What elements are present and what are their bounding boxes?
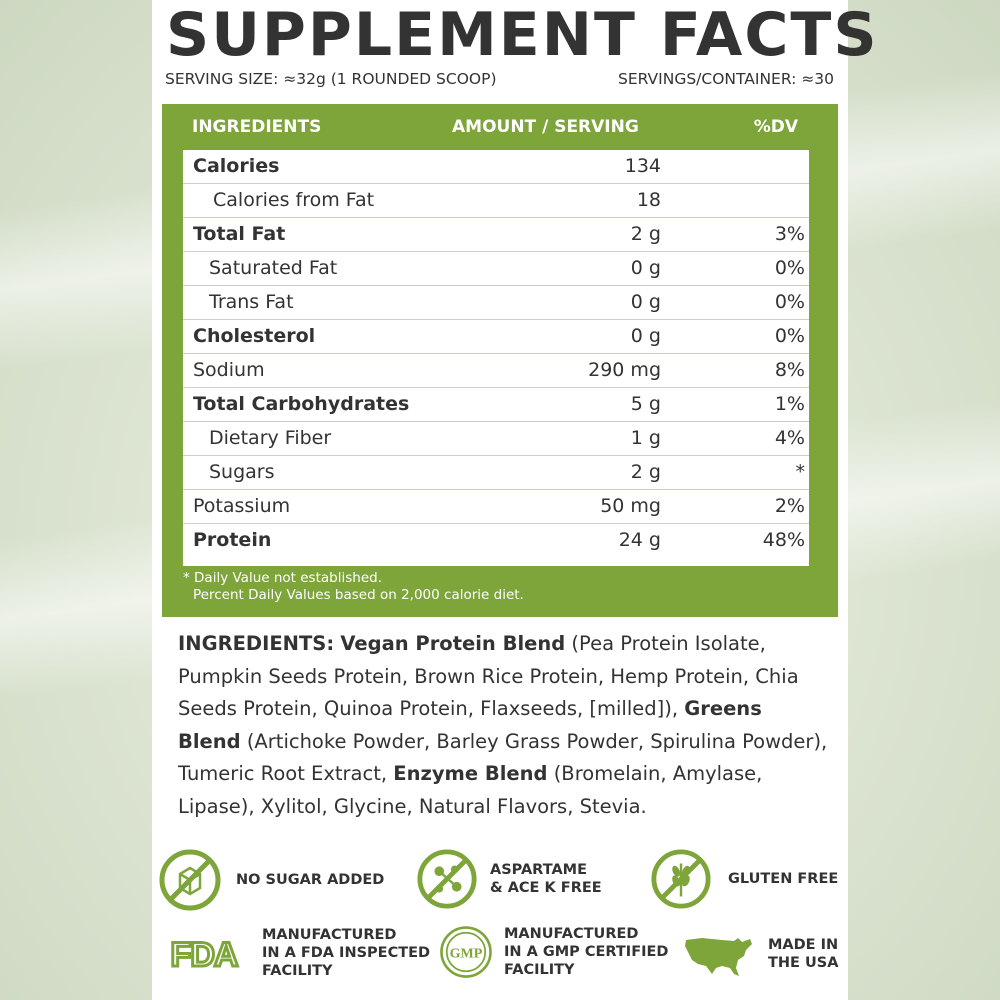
row-amount: 24 g <box>618 529 661 551</box>
header-ingredients: INGREDIENTS <box>192 117 322 137</box>
row-dv: * <box>795 461 806 483</box>
row-amount: 0 g <box>630 291 661 313</box>
badge-fda-line1: MANUFACTURED <box>262 927 397 943</box>
table-row: Total Carbohydrates 5 g 1% <box>183 388 809 422</box>
header-dv: %DV <box>753 117 798 137</box>
greens-blend-name: Greens Blend <box>178 697 762 753</box>
row-dv: 2% <box>774 495 805 517</box>
table-row: Sodium 290 mg 8% <box>183 354 809 388</box>
table-row: Calories 134 <box>183 150 809 184</box>
table-row: Dietary Fiber 1 g 4% <box>183 422 809 456</box>
header-amount: AMOUNT / SERVING <box>452 117 639 137</box>
supplement-panel: SUPPLEMENT FACTS SERVING SIZE: ≈32g (1 R… <box>152 0 879 1000</box>
row-amount: 2 g <box>630 223 661 245</box>
ingredients-paragraph: INGREDIENTS: Vegan Protein Blend (Pea Pr… <box>178 628 828 823</box>
enzyme-blend-items: (Bromelain, Amylase, Lipase), Xylitol, G… <box>178 762 763 818</box>
row-dv: 0% <box>774 291 805 313</box>
usa-map-icon <box>685 938 752 976</box>
table-row: Protein 24 g 48% <box>183 524 809 558</box>
badge-aspartame: ASPARTAME & ACE K FREE <box>416 848 602 910</box>
row-amount: 0 g <box>630 325 661 347</box>
row-name: Total Carbohydrates <box>193 393 410 415</box>
badge-made-in-usa: MADE IN THE USA <box>682 930 838 978</box>
footnote-daily-value: * Daily Value not established. <box>183 570 382 586</box>
table-row: Calories from Fat 18 <box>183 184 809 218</box>
badge-aspartame-line2: & ACE K FREE <box>490 880 602 896</box>
no-aspartame-icon <box>417 849 477 909</box>
badge-usa-line2: THE USA <box>768 955 839 971</box>
badge-aspartame-line1: ASPARTAME <box>490 862 588 878</box>
badge-fda: FDA MANUFACTURED IN A FDA INSPECTED FACI… <box>164 926 430 980</box>
table-footnote: * Daily Value not established. Percent D… <box>183 570 524 604</box>
footnote-percent-daily: Percent Daily Values based on 2,000 calo… <box>193 587 524 603</box>
row-amount: 50 mg <box>600 495 661 517</box>
no-sugar-icon <box>159 849 221 911</box>
row-name: Cholesterol <box>193 325 316 347</box>
table-row: Sugars 2 g * <box>183 456 809 490</box>
page-title: SUPPLEMENT FACTS <box>166 0 879 70</box>
greens-blend-items: (Artichoke Powder, Barley Grass Powder, … <box>178 729 828 786</box>
row-name: Trans Fat <box>209 291 294 313</box>
vegan-protein-blend-items: (Pea Protein Isolate, Pumpkin Seeds Prot… <box>178 632 799 720</box>
table-row: Cholesterol 0 g 0% <box>183 320 809 354</box>
svg-text:GMP: GMP <box>450 946 483 961</box>
fda-logo: FDA <box>169 935 240 976</box>
serving-size: SERVING SIZE: ≈32g (1 ROUNDED SCOOP) <box>165 70 497 88</box>
badge-usa-line1: MADE IN <box>768 937 839 953</box>
badge-gluten-free: GLUTEN FREE <box>650 848 838 910</box>
badge-fda-line2: IN A FDA INSPECTED <box>262 945 431 961</box>
row-amount: 18 <box>636 189 661 211</box>
vegan-protein-blend-name: Vegan Protein Blend <box>340 632 566 655</box>
row-amount: 0 g <box>630 257 661 279</box>
badge-gmp: GMP MANUFACTURED IN A GMP CERTIFIED FACI… <box>438 924 668 980</box>
row-dv: 48% <box>762 529 805 551</box>
facts-table-body: Calories 134 Calories from Fat 18 Total … <box>183 150 809 566</box>
gmp-seal: GMP <box>440 926 492 978</box>
row-name: Potassium <box>193 495 291 517</box>
table-row: Trans Fat 0 g 0% <box>183 286 809 320</box>
row-amount: 290 mg <box>588 359 661 381</box>
row-name: Saturated Fat <box>209 257 338 279</box>
facts-table-header: INGREDIENTS AMOUNT / SERVING %DV <box>162 104 838 150</box>
row-name: Sodium <box>193 359 265 381</box>
badge-no-sugar-text: NO SUGAR ADDED <box>236 872 385 888</box>
svg-text:FDA: FDA <box>171 936 238 974</box>
ingredients-label: INGREDIENTS: <box>178 632 335 655</box>
row-amount: 2 g <box>630 461 661 483</box>
table-row: Potassium 50 mg 2% <box>183 490 809 524</box>
badge-gmp-line1: MANUFACTURED <box>504 926 639 942</box>
badge-gluten-free-text: GLUTEN FREE <box>728 871 839 887</box>
row-amount: 134 <box>624 155 661 177</box>
row-dv: 4% <box>774 427 805 449</box>
badge-gmp-line3: FACILITY <box>504 962 575 978</box>
enzyme-blend-name: Enzyme Blend <box>393 762 548 785</box>
row-name: Calories from Fat <box>213 189 375 211</box>
row-name: Dietary Fiber <box>209 427 332 449</box>
row-dv: 3% <box>774 223 805 245</box>
gluten-free-icon <box>651 849 711 909</box>
row-name: Calories <box>193 155 280 177</box>
row-name: Total Fat <box>193 223 286 245</box>
row-dv: 0% <box>774 257 805 279</box>
row-dv: 8% <box>774 359 805 381</box>
row-name: Protein <box>193 529 272 551</box>
table-row: Saturated Fat 0 g 0% <box>183 252 809 286</box>
badge-gmp-line2: IN A GMP CERTIFIED <box>504 944 669 960</box>
table-row: Total Fat 2 g 3% <box>183 218 809 252</box>
row-amount: 5 g <box>630 393 661 415</box>
facts-table: INGREDIENTS AMOUNT / SERVING %DV Calorie… <box>162 104 838 617</box>
row-name: Sugars <box>209 461 275 483</box>
badge-no-sugar: NO SUGAR ADDED <box>158 848 384 912</box>
badge-fda-line3: FACILITY <box>262 963 333 979</box>
row-dv: 1% <box>774 393 805 415</box>
row-dv: 0% <box>774 325 805 347</box>
servings-per-container: SERVINGS/CONTAINER: ≈30 <box>618 70 834 88</box>
row-amount: 1 g <box>630 427 661 449</box>
